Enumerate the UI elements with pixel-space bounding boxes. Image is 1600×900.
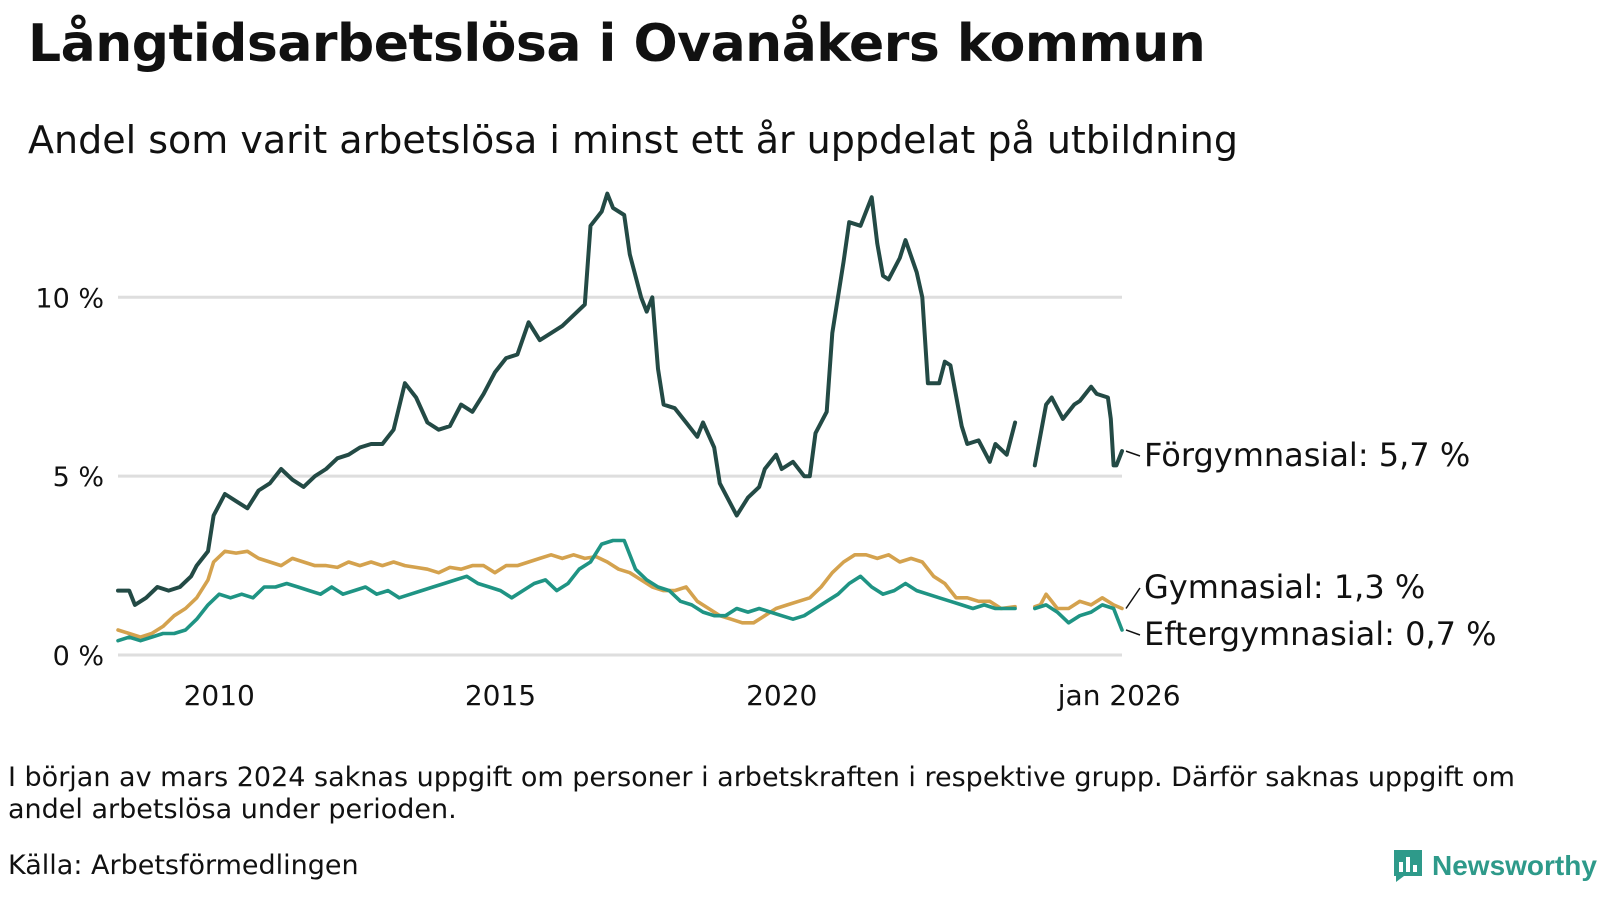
x-tick-label: 2010 [184,679,255,712]
line-chart: 0 % 5 % 10 % 2010 2015 2020 jan 2026 Förgymnasi… [35,191,1497,712]
y-tick-label: 10 % [35,283,104,314]
brand-name: Newsworthy [1432,850,1597,881]
x-tick-label: jan 2026 [1057,679,1181,712]
series-line-eftergymnasial-part-1 [116,538,1017,643]
end-label-leader-eftergymnasial [1125,629,1141,636]
chart-title: Långtidsarbetslösa i Ovanåkers kommun [28,14,1206,74]
axis-and-end-labels: 0 % 5 % 10 % 2010 2015 2020 jan 2026 Förgymnasi… [35,283,1496,712]
newsworthy-logo-icon [1394,850,1422,882]
series-lines [116,191,1124,643]
chart-subtitle: Andel som varit arbetslösa i minst ett å… [28,118,1239,162]
x-tick-label: 2020 [746,679,817,712]
gridlines [118,295,1122,657]
series-line-förgymnasial-part-2 [1032,384,1124,468]
end-label-leader-gymnasial [1125,587,1141,609]
end-label-gymnasial: Gymnasial: 1,3 % [1144,568,1425,606]
end-label-leader-förgymnasial [1125,450,1141,457]
series-line-eftergymnasial-part-2 [1033,603,1124,632]
brand-logo: Newsworthy [1392,848,1597,884]
y-tick-label: 0 % [53,641,104,672]
series-line-förgymnasial-part-1 [116,191,1018,607]
end-label-förgymnasial: Förgymnasial: 5,7 % [1144,436,1470,474]
y-tick-label: 5 % [53,462,104,493]
end-label-eftergymnasial: Eftergymnasial: 0,7 % [1144,615,1497,653]
x-tick-label: 2015 [465,679,536,712]
source-credit: Källa: Arbetsförmedlingen [8,850,359,881]
series-line-gymnasial-part-1 [116,549,1017,639]
footnote: I början av mars 2024 saknas uppgift om … [8,762,1515,825]
series-line-gymnasial-part-2 [1033,592,1124,611]
